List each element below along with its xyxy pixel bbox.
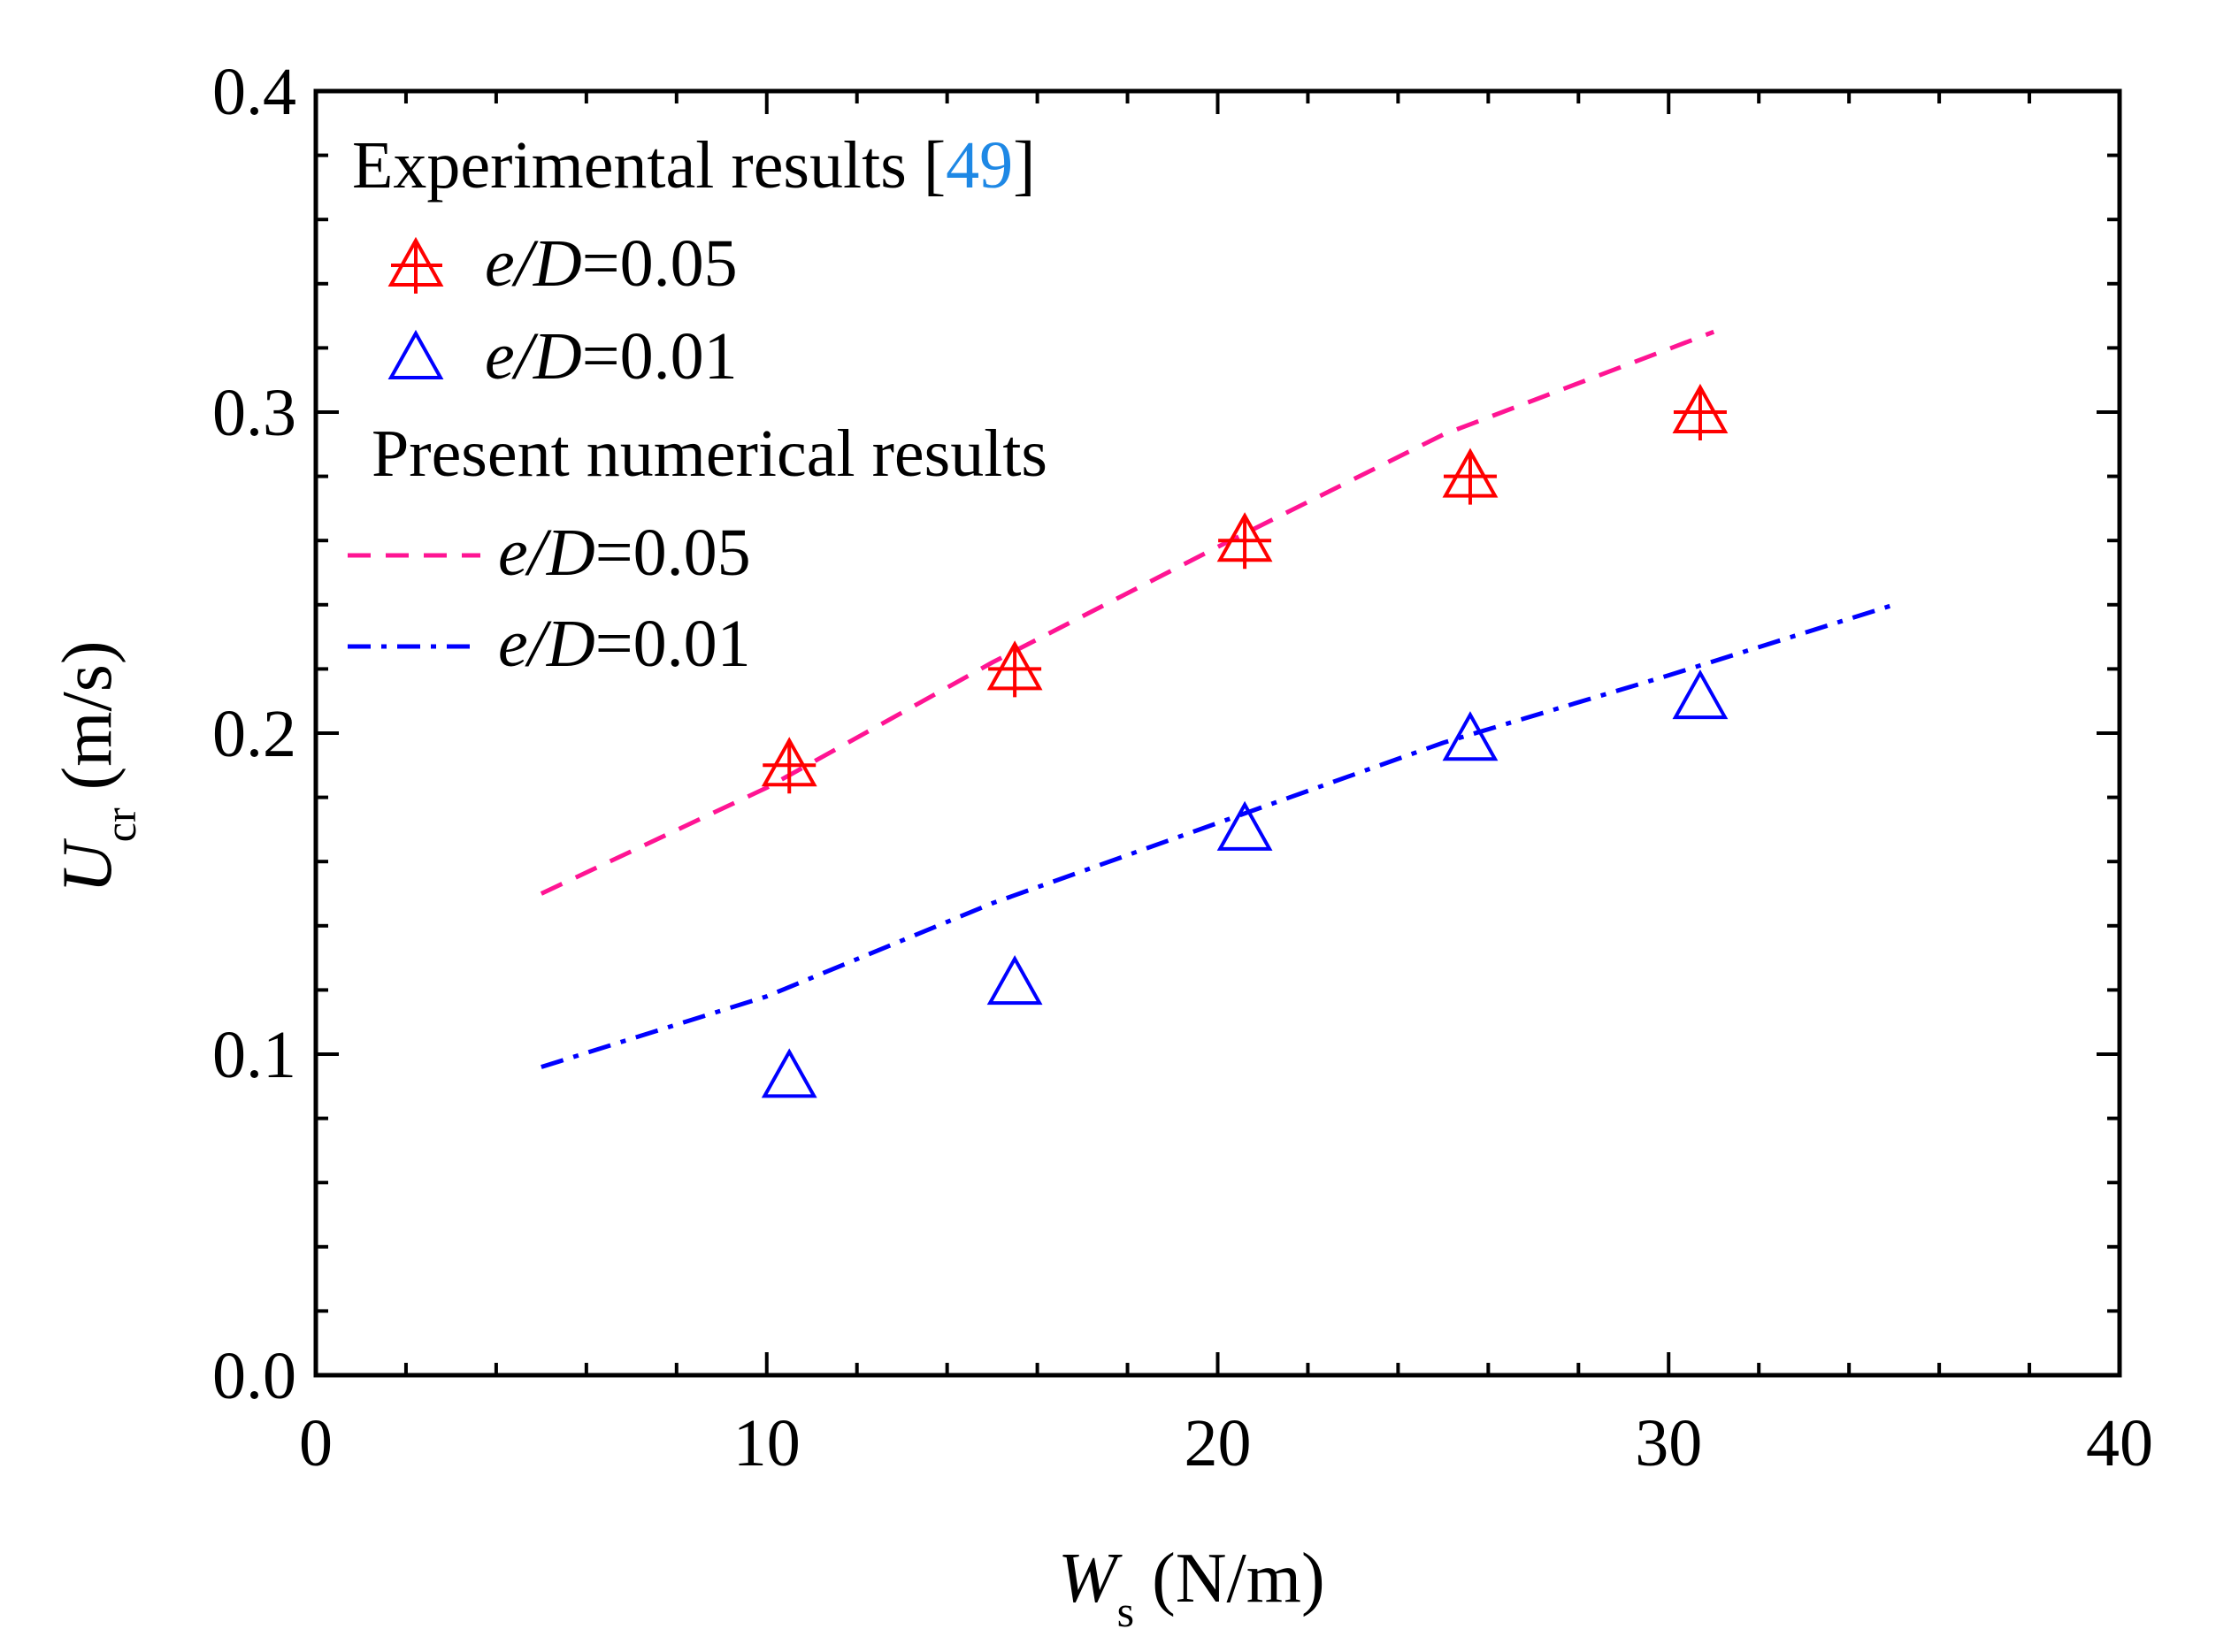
x-tick-label: 40	[2086, 1406, 2153, 1480]
axis-ticks	[314, 89, 2121, 1377]
data-point	[761, 737, 817, 794]
x-tick-label: 20	[1185, 1406, 1252, 1480]
y-tick-label: 0.4	[212, 55, 296, 129]
y-tick-label: 0.1	[212, 1018, 296, 1092]
legend-label-exp-001: e/D=0.01	[485, 319, 738, 394]
y-axis-title: Ucr (m/s)	[49, 641, 145, 894]
x-tick-label: 0	[299, 1406, 333, 1480]
data-point	[986, 955, 1043, 1006]
data-point	[1442, 711, 1499, 761]
axis-tick-labels: 0 10 20 30 40 0.0 0.1 0.2 0.3 0.4	[212, 55, 2153, 1480]
y-tick-label: 0.0	[212, 1339, 296, 1413]
data-point	[986, 640, 1043, 698]
reference-link: 49	[946, 128, 1013, 203]
legend-group-experimental: Experimental results [49]	[352, 128, 1035, 203]
y-tick-label: 0.2	[212, 697, 296, 771]
legend: Experimental results [49] e/D=0.05 e/D=0…	[348, 128, 1047, 681]
legend-label-num-005: e/D=0.05	[498, 516, 751, 590]
data-point	[1672, 383, 1729, 440]
x-axis-title: Ws (N/m)	[1058, 1540, 1325, 1636]
legend-group-numerical: Present numerical results	[372, 417, 1047, 491]
legend-marker-exp-001	[387, 329, 444, 379]
series-line-1	[541, 602, 1895, 1069]
x-tick-label: 30	[1635, 1406, 1702, 1480]
legend-label-num-001: e/D=0.01	[498, 607, 751, 681]
data-point	[1216, 800, 1273, 851]
x-tick-label: 10	[733, 1406, 801, 1480]
legend-marker-exp-005	[387, 236, 444, 294]
data-point	[1216, 512, 1273, 570]
series-layer	[540, 329, 1895, 1098]
data-point	[1672, 669, 1729, 720]
data-point	[761, 1048, 817, 1098]
data-point	[1442, 447, 1499, 505]
y-tick-label: 0.3	[212, 376, 296, 450]
series-line-0	[540, 329, 1715, 896]
legend-label-exp-005: e/D=0.05	[485, 226, 738, 301]
